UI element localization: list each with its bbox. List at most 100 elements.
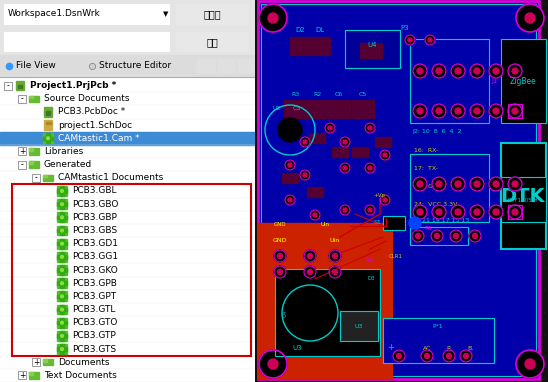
Bar (57, 226, 67, 235)
Bar (16, 81, 24, 91)
Circle shape (451, 104, 465, 118)
Circle shape (464, 353, 469, 358)
Circle shape (474, 209, 480, 215)
Bar (383, 318, 494, 363)
Bar (307, 187, 323, 197)
Circle shape (278, 118, 302, 142)
Circle shape (61, 348, 64, 350)
Bar (18, 95, 26, 103)
Bar (29, 162, 33, 164)
Bar (176, 4, 248, 24)
Bar (360, 43, 382, 58)
Bar (46, 133, 50, 143)
Circle shape (417, 68, 423, 74)
Bar (508, 205, 522, 219)
Bar (29, 148, 33, 151)
Text: D3: D3 (367, 277, 375, 282)
Circle shape (516, 4, 544, 32)
Circle shape (365, 123, 375, 133)
Circle shape (303, 140, 307, 144)
Circle shape (489, 205, 503, 219)
Text: 17:  TX-: 17: TX- (414, 167, 438, 172)
Bar (332, 147, 348, 157)
Circle shape (397, 353, 402, 358)
Circle shape (285, 195, 295, 205)
Bar (57, 255, 67, 259)
Bar (29, 96, 39, 102)
Bar (57, 318, 67, 328)
Circle shape (489, 64, 503, 78)
Circle shape (516, 350, 544, 378)
Circle shape (380, 195, 390, 205)
Bar (258, 223, 392, 379)
Bar (0, 132, 255, 145)
Circle shape (451, 64, 465, 78)
Text: 16:  RX-: 16: RX- (414, 149, 438, 154)
Bar (12, 185, 251, 356)
Text: J2: J2 (491, 185, 498, 191)
Circle shape (474, 108, 480, 114)
Bar (18, 371, 26, 379)
Circle shape (61, 295, 64, 298)
Bar (410, 227, 468, 245)
Circle shape (436, 68, 442, 74)
Text: Generated: Generated (44, 160, 92, 169)
Circle shape (368, 126, 372, 130)
Text: CLR1: CLR1 (389, 254, 403, 259)
Text: -: - (21, 94, 24, 103)
Text: PCB3.GTL: PCB3.GTL (72, 305, 116, 314)
Circle shape (365, 205, 375, 215)
Bar (57, 304, 67, 314)
Circle shape (61, 189, 64, 193)
Text: Text Documents: Text Documents (44, 371, 117, 380)
Circle shape (493, 68, 499, 74)
Text: D2: D2 (295, 27, 305, 33)
Text: U4: U4 (367, 42, 377, 48)
Text: Project1.PrjPcb *: Project1.PrjPcb * (30, 81, 116, 90)
Circle shape (512, 209, 518, 215)
Bar (60, 278, 64, 288)
Circle shape (460, 350, 472, 362)
Bar (310, 37, 330, 55)
Circle shape (432, 205, 446, 219)
Bar (57, 186, 67, 196)
Circle shape (432, 177, 446, 191)
Circle shape (493, 209, 499, 215)
Circle shape (365, 163, 375, 173)
Bar (60, 265, 64, 275)
Circle shape (307, 254, 312, 259)
Text: +Vp: +Vp (373, 194, 385, 199)
Bar (352, 100, 374, 118)
Circle shape (417, 108, 423, 114)
Text: C4: C4 (283, 309, 288, 317)
Bar (57, 331, 67, 341)
Bar (44, 107, 52, 117)
Bar (383, 216, 405, 230)
Circle shape (425, 35, 435, 45)
Bar (57, 242, 67, 245)
Circle shape (455, 108, 461, 114)
Circle shape (525, 359, 535, 369)
Circle shape (470, 205, 484, 219)
Text: J2: 10  8  6  4  2: J2: 10 8 6 4 2 (412, 128, 461, 133)
Bar (508, 104, 522, 118)
Circle shape (340, 205, 350, 215)
Bar (306, 100, 328, 118)
Bar (57, 268, 67, 272)
Circle shape (443, 350, 455, 362)
Circle shape (274, 250, 286, 262)
Circle shape (455, 68, 461, 74)
Circle shape (368, 166, 372, 170)
Bar (57, 291, 67, 301)
Circle shape (393, 350, 405, 362)
Circle shape (428, 38, 432, 42)
Bar (57, 265, 67, 275)
Bar (60, 186, 64, 196)
Circle shape (493, 181, 499, 187)
Circle shape (417, 181, 423, 187)
Text: C3: C3 (293, 105, 301, 110)
Text: PCB3.GBS: PCB3.GBS (72, 226, 117, 235)
Bar (237, 59, 255, 73)
Circle shape (304, 266, 316, 278)
Text: +: + (387, 343, 395, 353)
